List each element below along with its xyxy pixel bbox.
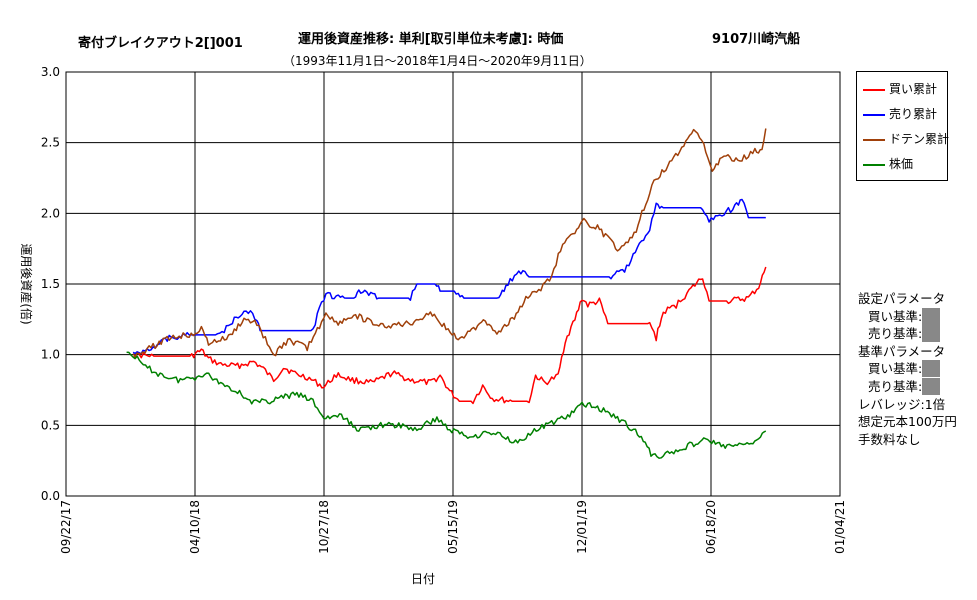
param-setting-buy-label: 買い基準: (868, 308, 923, 324)
legend-label-stock: 株価 (889, 157, 914, 171)
x-axis-label: 日付 (411, 572, 435, 586)
legend-item-buy: 買い累計 (863, 80, 937, 98)
redacted-value (922, 360, 941, 378)
y-tick-label: 2.5 (41, 136, 60, 150)
y-tick-label: 0.0 (41, 489, 60, 503)
y-tick-label: 1.5 (41, 277, 60, 291)
param-base-sell: 売り基準: (858, 377, 957, 396)
parameter-panel: 設定パラメータ 買い基準: 売り基準: 基準パラメータ 買い基準: 売り基準: … (858, 290, 957, 448)
legend-item-stock: 株価 (863, 155, 913, 173)
x-tick-label: 09/22/17 (59, 500, 73, 554)
param-capital: 想定元本100万円 (858, 414, 957, 430)
legend-label-buy: 買い累計 (889, 82, 938, 96)
x-tick-label: 06/18/20 (704, 500, 718, 554)
chart-title-center: 運用後資産推移: 単利[取引単位未考慮]: 時価 (298, 32, 564, 47)
x-tick-label: 10/27/18 (317, 500, 331, 554)
x-tick-label: 12/01/19 (575, 500, 589, 554)
param-setting-sell-label: 売り基準: (868, 326, 923, 342)
param-setting-buy: 買い基準: (858, 307, 957, 326)
x-tick-label: 04/10/18 (188, 500, 202, 554)
chart-subtitle: （1993年11月1日～2018年1月4日～2020年9月11日） (283, 54, 592, 68)
legend-item-doten: ドテン累計 (863, 130, 949, 148)
param-base-sell-label: 売り基準: (868, 378, 923, 394)
plot-frame (65, 71, 841, 497)
y-tick-label: 0.5 (41, 418, 60, 432)
series-line-buy (132, 266, 767, 405)
legend-label-sell: 売り累計 (889, 107, 938, 121)
y-tick-label: 3.0 (41, 65, 60, 79)
legend-swatch-sell (863, 113, 885, 116)
legend-swatch-stock (863, 163, 885, 166)
param-setting-title: 設定パラメータ (858, 291, 946, 306)
y-axis-label: 運用後資産(倍) (19, 243, 34, 324)
series-line-sell (132, 198, 766, 355)
series-line-doten (132, 128, 767, 358)
param-base-buy-label: 買い基準: (868, 361, 923, 377)
legend: 買い累計 売り累計 ドテン累計 株価 (856, 71, 949, 181)
param-base-buy: 買い基準: (858, 360, 957, 378)
legend-label-doten: ドテン累計 (889, 132, 950, 146)
series-line-stock (126, 351, 767, 459)
param-fee: 手数料なし (858, 431, 921, 447)
redacted-value (922, 377, 941, 395)
x-tick-label: 05/15/19 (446, 500, 460, 554)
legend-item-sell: 売り累計 (863, 105, 937, 123)
legend-swatch-buy (863, 88, 885, 91)
chart-title-left: 寄付ブレイクアウト2[]001 (78, 36, 243, 51)
param-leverage: レバレッジ:1倍 (858, 396, 946, 412)
y-tick-label: 2.0 (41, 206, 60, 220)
x-tick-label: 01/04/21 (833, 500, 847, 554)
param-base-title: 基準パラメータ (858, 343, 946, 359)
legend-swatch-doten (863, 138, 885, 141)
chart-title-right: 9107川崎汽船 (712, 32, 801, 47)
redacted-value (922, 325, 941, 343)
redacted-value (922, 307, 941, 325)
param-setting-sell: 売り基準: (858, 325, 957, 343)
y-tick-label: 1.0 (41, 348, 60, 362)
